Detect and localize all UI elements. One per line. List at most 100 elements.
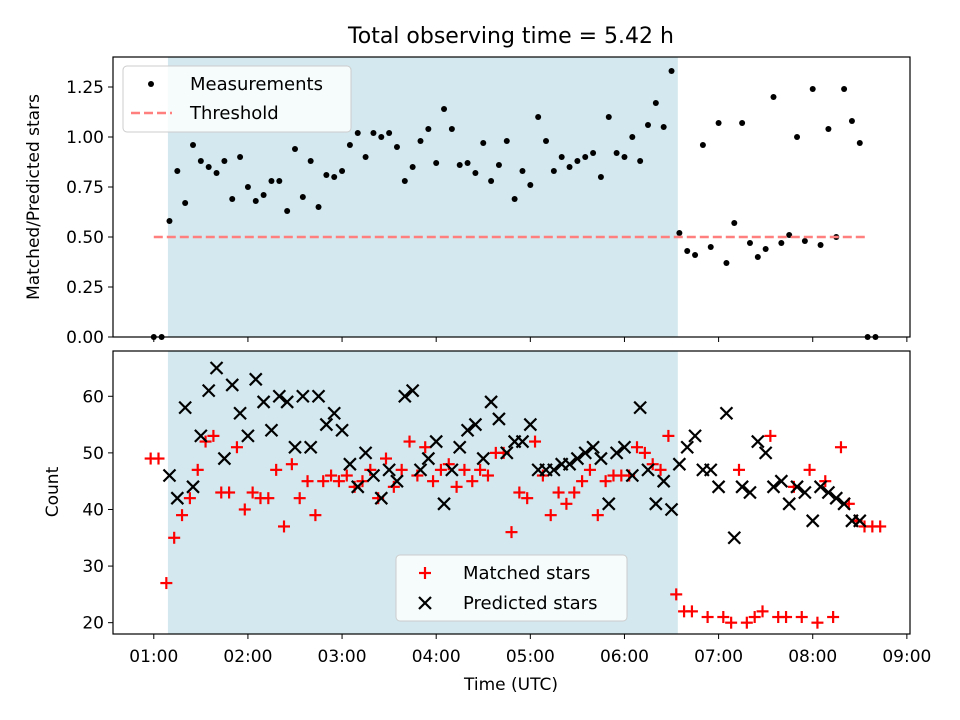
x-tick-label: 03:00	[318, 647, 367, 667]
predicted-stars-point	[382, 463, 396, 477]
predicted-stars-point	[374, 491, 389, 505]
predicted-stars-point	[562, 457, 577, 471]
predicted-stars-point	[233, 406, 247, 421]
measurements-point	[417, 138, 424, 144]
matched-stars-point	[552, 486, 565, 499]
measurements-point	[425, 126, 432, 132]
predicted-stars-point	[837, 497, 851, 511]
predicted-stars-point	[225, 378, 240, 392]
matched-stars-point	[638, 446, 651, 459]
matched-stars-point	[223, 486, 236, 499]
predicted-stars-point	[578, 446, 593, 460]
predicted-stars-point	[217, 451, 232, 466]
measurements-point	[519, 168, 526, 174]
matched-stars-point	[238, 503, 251, 516]
predicted-stars-point	[625, 468, 640, 483]
matched-stars-point	[270, 463, 283, 476]
matched-stars-point	[827, 611, 840, 624]
matched-stars-point	[560, 497, 573, 510]
predicted-stars-point	[782, 497, 796, 511]
predicted-stars-point	[570, 451, 585, 466]
measurements-point	[754, 254, 761, 260]
matched-stars-point	[701, 611, 714, 624]
x-tick-label: 05:00	[506, 647, 555, 667]
measurements-point	[699, 142, 706, 148]
measurements-point	[307, 158, 314, 164]
measurements-point	[676, 230, 683, 236]
predicted-stars-point	[484, 395, 498, 409]
measurements-point	[644, 122, 651, 128]
measurements-point	[778, 240, 785, 246]
predicted-stars-point	[398, 389, 412, 404]
x-tick-label: 01:00	[129, 647, 178, 667]
measurements-point	[229, 196, 236, 202]
matched-stars-point	[262, 492, 275, 505]
measurements-point	[558, 154, 565, 160]
predicted-stars-point	[703, 463, 718, 477]
top-y-axis: 0.00 0.25 0.50 0.75 1.00 1.25	[66, 78, 113, 348]
predicted-stars-point	[256, 395, 271, 409]
measurements-point	[746, 240, 753, 246]
predicted-stars-point	[421, 451, 436, 466]
matched-stars-point	[795, 611, 808, 624]
measurements-point	[433, 160, 440, 166]
measurements-point	[268, 178, 275, 184]
measurements-point	[276, 178, 283, 184]
predicted-stars-point	[766, 480, 781, 494]
predicted-stars-point	[633, 400, 647, 415]
bottom-y-axis-label: Count	[43, 466, 63, 517]
matched-stars-point	[803, 463, 816, 476]
predicted-stars-point	[413, 463, 428, 477]
predicted-stars-point	[405, 383, 420, 398]
measurements-point	[652, 100, 659, 106]
measurements-point	[409, 164, 416, 170]
measurements-point	[448, 126, 455, 132]
matched-stars-point	[466, 475, 479, 488]
matched-stars-point	[176, 509, 189, 522]
predicted-stars-point	[327, 406, 341, 421]
measurements-point	[331, 174, 338, 180]
predicted-stars-point	[649, 497, 663, 511]
measurements-point	[590, 150, 597, 156]
predicted-stars-point	[672, 457, 687, 471]
matched-stars-point	[583, 463, 596, 476]
x-tick-label: 04:00	[412, 647, 461, 667]
measurements-point	[284, 208, 291, 214]
measurements-point	[692, 252, 699, 258]
measurements-point	[605, 114, 612, 120]
y-tick-label: 60	[82, 387, 104, 407]
predicted-stars-point	[719, 406, 734, 421]
matched-stars-point	[756, 605, 769, 618]
top-x-tick-marks	[153, 337, 908, 342]
measurements-point	[511, 196, 518, 202]
matched-stars-point	[631, 441, 644, 454]
top-legend-box	[122, 65, 352, 133]
matched-stars-point	[152, 452, 165, 465]
predicted-stars-point	[500, 446, 514, 460]
matched-stars-point	[207, 429, 220, 442]
legend-label-threshold: Threshold	[189, 103, 279, 124]
matched-stars-point	[505, 526, 518, 539]
top-plot-frame	[112, 56, 911, 338]
measurements-point	[456, 162, 463, 168]
top-data-marks	[150, 68, 879, 340]
matched-stars-point	[160, 577, 173, 590]
predicted-stars-point	[288, 440, 302, 454]
measurements-point	[190, 142, 197, 148]
predicted-stars-point	[727, 531, 742, 545]
predicted-stars-point	[805, 514, 820, 528]
matched-stars-point	[513, 486, 526, 499]
predicted-stars-point	[311, 389, 326, 404]
matched-stars-point	[419, 441, 432, 454]
measurements-point	[668, 68, 675, 74]
matched-stars-point	[230, 441, 243, 454]
top-panel: 0.00 0.25 0.50 0.75 1.00 1.25 Matched/Predict…	[24, 56, 911, 348]
matched-stars-point	[278, 520, 291, 533]
legend-label-predicted-stars: Predicted stars	[463, 593, 597, 614]
measurements-point	[315, 204, 322, 210]
predicted-stars-point	[366, 468, 381, 483]
legend-label-matched-stars: Matched stars	[463, 563, 590, 584]
predicted-stars-point	[303, 440, 318, 454]
measurements-point	[856, 140, 863, 146]
